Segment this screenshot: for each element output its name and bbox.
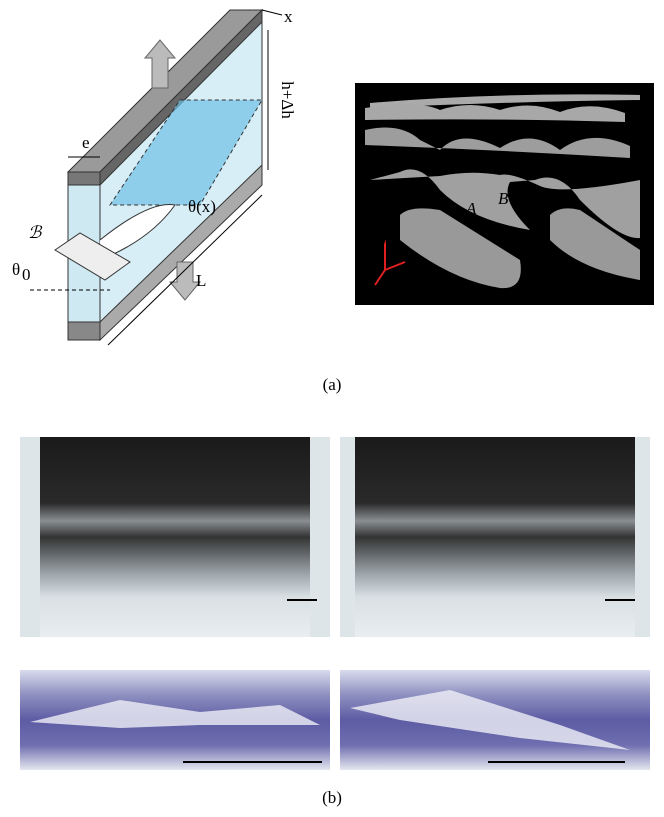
bottom-block	[68, 322, 100, 340]
simulation: y z x A B	[355, 83, 654, 305]
height-label: h+Δh	[278, 81, 297, 119]
top-block	[68, 172, 100, 185]
photo-margin	[310, 437, 330, 637]
x-axis-label: x	[375, 285, 384, 304]
photo-margin	[20, 437, 40, 637]
photo	[340, 437, 650, 637]
point-b-label: B	[498, 189, 509, 208]
z-axis-label: z	[361, 258, 369, 277]
x-label: x	[284, 7, 293, 26]
theta0-subscript: 0	[22, 265, 31, 284]
e-label: e	[82, 133, 90, 152]
theta-label: θ(x)	[188, 197, 216, 216]
length-label: L	[196, 271, 206, 290]
theta0-label: θ	[12, 260, 20, 279]
caption-b: (b)	[322, 788, 342, 807]
photo-margin	[340, 437, 355, 637]
y-axis-label: y	[376, 233, 386, 252]
point-a-label: A	[465, 199, 477, 218]
schematic: x h+Δh e θ(x) ℬ θ 0 L	[12, 7, 297, 345]
page: x h+Δh e θ(x) ℬ θ 0 L y z x A B (a)	[0, 0, 664, 817]
photo-margin	[635, 437, 650, 637]
x-arrow	[262, 10, 282, 15]
figure: x h+Δh e θ(x) ℬ θ 0 L y z x A B (a)	[0, 0, 664, 817]
photographs	[20, 437, 650, 770]
blade-label: ℬ	[28, 223, 43, 242]
caption-a: (a)	[323, 375, 342, 394]
photo	[20, 437, 330, 637]
